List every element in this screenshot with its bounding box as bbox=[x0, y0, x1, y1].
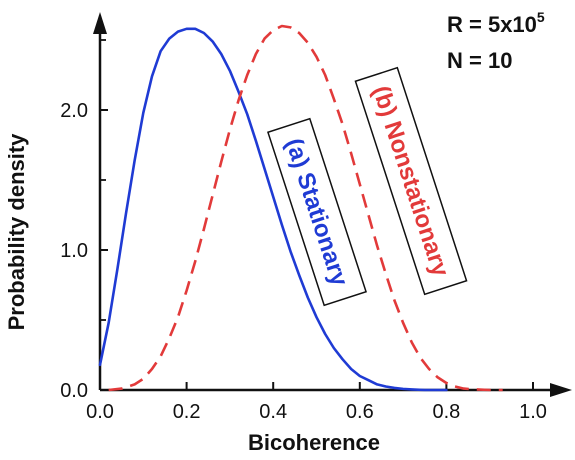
nonstationary-curve bbox=[108, 24, 503, 392]
x-axis-label: Bicoherence bbox=[248, 430, 380, 455]
curves-layer bbox=[98, 24, 503, 392]
ticks-layer: 0.0 0.2 0.4 0.6 0.8 1.0 0.0 1.0 2.0 bbox=[60, 39, 547, 423]
r-annotation: R = 5x105 bbox=[447, 9, 545, 37]
x-axis-arrow bbox=[550, 383, 572, 397]
stationary-curve bbox=[98, 27, 448, 392]
stationary-label-group: (a) Stationary bbox=[267, 117, 367, 307]
n-annotation: N = 10 bbox=[447, 48, 512, 73]
nonstationary-label-group: (b) Nonstationary bbox=[354, 66, 468, 296]
r-annotation-exponent: 5 bbox=[537, 9, 545, 25]
x-tick-label: 1.0 bbox=[519, 401, 547, 423]
y-tick-label: 1.0 bbox=[60, 240, 88, 262]
x-tick-label: 0.2 bbox=[173, 401, 201, 423]
x-tick-label: 0.8 bbox=[432, 401, 460, 423]
y-tick-label: 0.0 bbox=[60, 380, 88, 402]
y-tick-label: 2.0 bbox=[60, 100, 88, 122]
x-tick-label: 0.6 bbox=[346, 401, 374, 423]
stationary-label-box bbox=[267, 117, 367, 307]
x-tick-label: 0.4 bbox=[259, 401, 287, 423]
x-tick-label: 0.0 bbox=[86, 401, 114, 423]
y-axis-arrow bbox=[93, 12, 107, 34]
nonstationary-label-box bbox=[354, 66, 468, 296]
y-axis-label: Probability density bbox=[4, 133, 29, 331]
r-annotation-base: R = 5x10 bbox=[447, 12, 537, 37]
